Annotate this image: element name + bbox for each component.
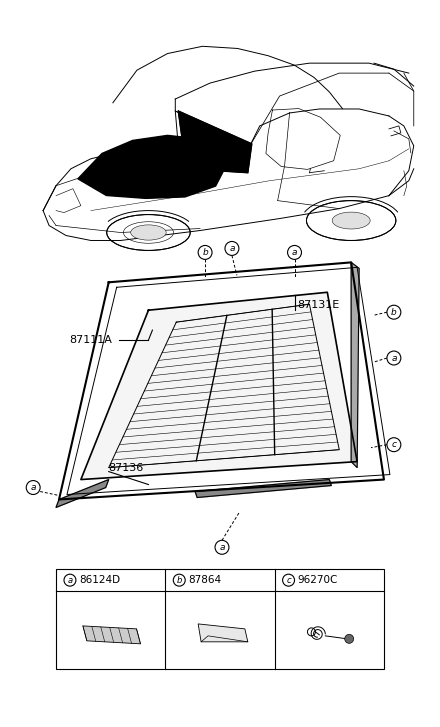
Ellipse shape xyxy=(332,212,370,229)
Circle shape xyxy=(387,305,401,319)
Text: a: a xyxy=(67,576,73,585)
Ellipse shape xyxy=(107,214,190,250)
Polygon shape xyxy=(83,626,140,644)
Text: a: a xyxy=(229,244,235,253)
Circle shape xyxy=(215,540,229,554)
Polygon shape xyxy=(78,135,229,198)
Text: a: a xyxy=(391,353,396,363)
Ellipse shape xyxy=(306,201,396,241)
Polygon shape xyxy=(351,262,359,467)
Circle shape xyxy=(387,438,401,451)
Ellipse shape xyxy=(131,225,166,240)
Text: 87136: 87136 xyxy=(109,462,144,473)
Text: a: a xyxy=(219,543,225,552)
Circle shape xyxy=(345,635,354,643)
Circle shape xyxy=(198,246,212,260)
Text: c: c xyxy=(286,576,291,585)
Text: 87131E: 87131E xyxy=(297,300,340,310)
Text: 96270C: 96270C xyxy=(297,575,338,585)
Text: 87864: 87864 xyxy=(188,575,221,585)
Text: 87111A: 87111A xyxy=(69,335,112,345)
Circle shape xyxy=(26,481,40,494)
Circle shape xyxy=(288,246,301,260)
Text: b: b xyxy=(391,308,397,317)
Text: 86124D: 86124D xyxy=(79,575,120,585)
Polygon shape xyxy=(195,480,331,497)
Polygon shape xyxy=(178,111,252,173)
Text: a: a xyxy=(30,483,36,492)
Polygon shape xyxy=(56,480,109,507)
Text: b: b xyxy=(202,248,208,257)
Text: a: a xyxy=(292,248,297,257)
Circle shape xyxy=(282,574,294,586)
Circle shape xyxy=(387,351,401,365)
Polygon shape xyxy=(81,292,357,480)
Circle shape xyxy=(225,241,239,255)
Circle shape xyxy=(173,574,185,586)
Bar xyxy=(56,569,384,669)
Polygon shape xyxy=(198,624,248,642)
Circle shape xyxy=(64,574,76,586)
Text: b: b xyxy=(176,576,182,585)
Text: c: c xyxy=(392,440,396,449)
